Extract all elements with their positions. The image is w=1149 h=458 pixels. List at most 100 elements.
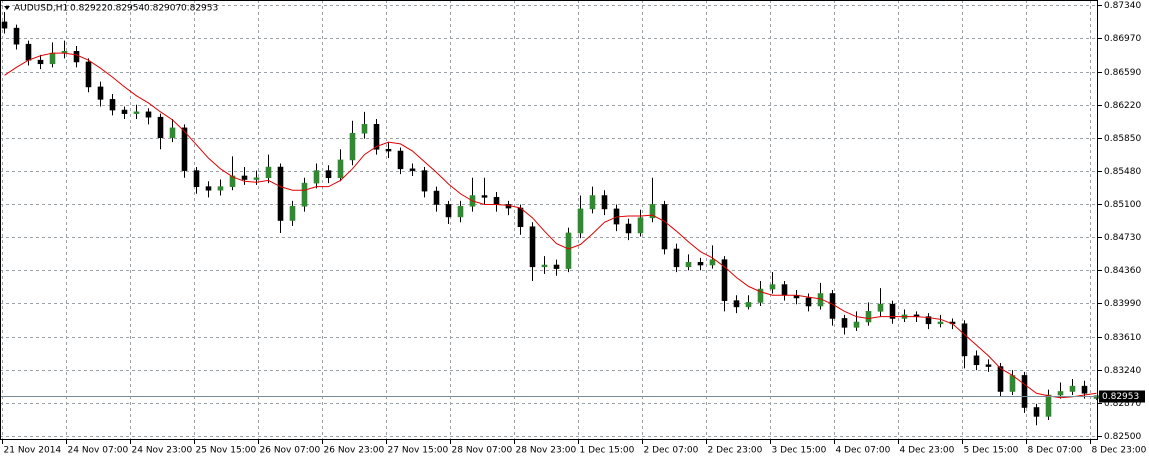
x-tick-label: 24 Nov 23:00	[132, 446, 193, 456]
candle-body	[181, 127, 188, 171]
ohlc-close: 0.82953	[181, 4, 218, 14]
price-label: 0.82953	[1102, 392, 1139, 402]
candle-body	[385, 148, 392, 152]
candle-body	[829, 293, 836, 319]
x-tick-label: 28 Nov 23:00	[516, 446, 577, 456]
candle-body	[685, 262, 692, 268]
ohlc-high: 0.82954	[107, 4, 144, 14]
candle-body	[253, 177, 260, 180]
candle-body	[937, 321, 944, 325]
plot-layer	[0, 0, 1100, 440]
candle-body	[13, 27, 20, 45]
candle-body	[409, 168, 416, 171]
ohlc-low: 0.82907	[144, 4, 181, 14]
candle-body	[853, 321, 860, 328]
candle-body	[169, 127, 176, 138]
candle-body	[745, 302, 752, 308]
price-box	[1099, 390, 1145, 403]
candle-body	[205, 186, 212, 191]
candle-body	[397, 150, 404, 170]
candle-body	[589, 195, 596, 210]
candle-body	[877, 303, 884, 312]
x-tick-label: 8 Dec 07:00	[1028, 446, 1083, 456]
plot-border	[0, 0, 1098, 440]
y-tick-label: 0.82500	[1104, 432, 1141, 442]
candle-body	[1045, 394, 1052, 417]
y-tick-label: 0.84360	[1104, 266, 1141, 276]
y-tick-label: 0.85100	[1104, 200, 1141, 210]
candle-body	[229, 175, 236, 187]
candle-body	[481, 195, 488, 198]
x-tick-label: 25 Nov 15:00	[196, 446, 257, 456]
x-tick-label: 26 Nov 07:00	[260, 446, 321, 456]
candle-body	[757, 288, 764, 303]
moving-average	[4, 52, 1097, 399]
candle-body	[349, 132, 356, 161]
candle-body	[325, 170, 332, 179]
candle-body	[865, 311, 872, 323]
candle-body	[985, 364, 992, 367]
candle-body	[457, 205, 464, 218]
x-tick-label: 2 Dec 07:00	[644, 446, 699, 456]
candle-body	[445, 204, 452, 218]
x-tick-label: 21 Nov 2014	[4, 446, 62, 456]
candle-body	[529, 226, 536, 268]
x-tick-label: 1 Dec 15:00	[580, 446, 635, 456]
x-tick-label: 26 Nov 23:00	[324, 446, 385, 456]
candle-body	[577, 208, 584, 234]
candle-body	[109, 99, 116, 111]
candle-body	[625, 223, 632, 234]
y-tick-label: 0.87340	[1104, 1, 1141, 11]
candle-body	[289, 205, 296, 221]
candle-body	[133, 111, 140, 114]
candle-body	[961, 323, 968, 357]
candle-body	[1057, 391, 1064, 396]
candle-body	[721, 259, 728, 301]
candle-body	[25, 43, 32, 61]
candle-body	[193, 170, 200, 187]
candle-body	[301, 182, 308, 207]
candle-body	[673, 248, 680, 268]
candle-body	[997, 366, 1004, 392]
y-tick-label: 0.83240	[1104, 366, 1141, 376]
candle-body	[805, 297, 812, 307]
x-tick-label: 5 Dec 15:00	[964, 446, 1019, 456]
candle-body	[661, 204, 668, 250]
x-tick-label: 24 Nov 07:00	[68, 446, 129, 456]
candle-body	[637, 217, 644, 234]
candle-body	[841, 318, 848, 328]
candle-body	[337, 159, 344, 179]
candle-body	[241, 175, 248, 180]
candle-body	[1033, 407, 1040, 417]
candle-body	[1009, 375, 1016, 392]
candle-body	[781, 284, 788, 296]
candle-body	[925, 316, 932, 325]
symbol: AUDUSD,H1	[14, 4, 68, 14]
candle-body	[889, 303, 896, 319]
candle-body	[553, 264, 560, 269]
candle-body	[517, 207, 524, 228]
ohlc-open: 0.82922	[70, 4, 107, 14]
x-tick-label: 4 Dec 07:00	[836, 446, 891, 456]
y-tick-label: 0.82870	[1104, 399, 1141, 409]
candle-body	[421, 170, 428, 192]
menu-triangle[interactable]	[4, 6, 10, 10]
x-tick-label: 8 Dec 23:00	[1092, 446, 1147, 456]
candle-body	[97, 86, 104, 100]
candle-body	[145, 111, 152, 118]
candle-body	[697, 262, 704, 266]
candle-body	[373, 124, 380, 150]
candle-body	[361, 124, 368, 134]
candle-body	[433, 190, 440, 205]
candle-body	[1081, 385, 1088, 394]
candle-body	[733, 300, 740, 308]
candle-body	[277, 166, 284, 221]
x-tick-label: 27 Nov 15:00	[388, 446, 449, 456]
candle-body	[649, 204, 656, 219]
y-tick-label: 0.83610	[1104, 333, 1141, 343]
candle-body	[1, 21, 8, 29]
candle-body	[709, 259, 716, 266]
candle-body	[85, 61, 92, 88]
